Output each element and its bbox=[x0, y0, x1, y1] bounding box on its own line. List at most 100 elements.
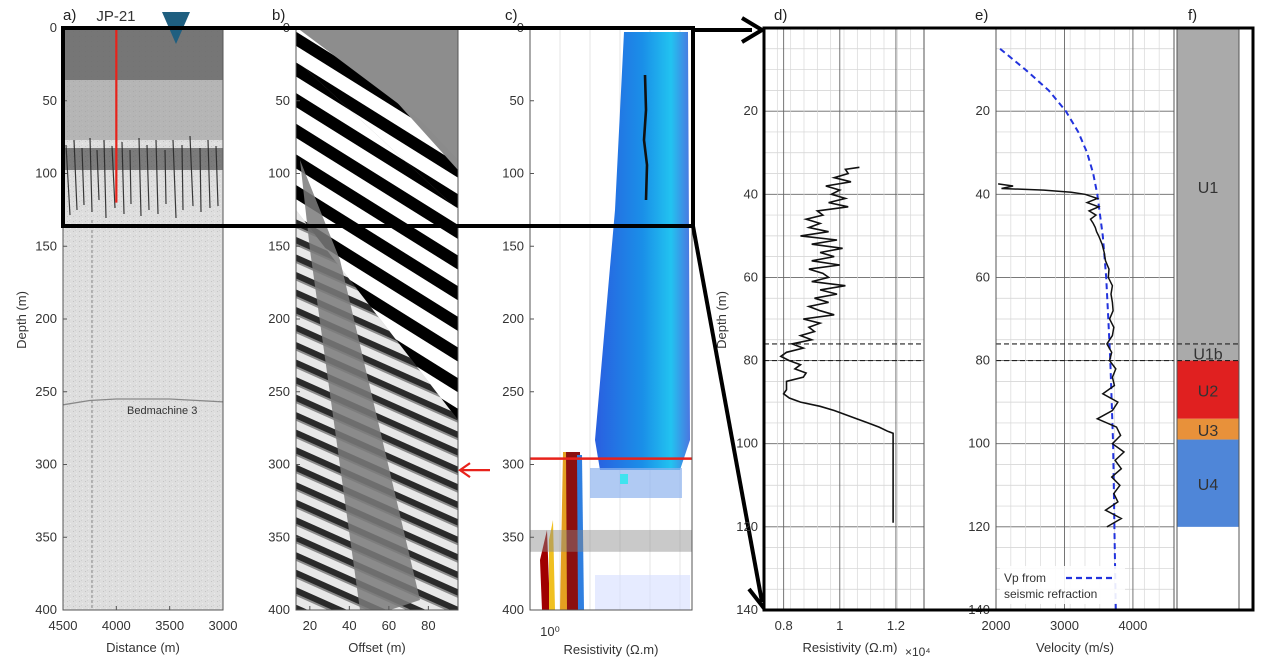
ytick-label: 200 bbox=[502, 311, 524, 326]
ytick-label: 80 bbox=[744, 353, 758, 368]
panel-a-xticks: 4500 4000 3500 3000 bbox=[49, 606, 238, 633]
resistivity-black-trace bbox=[642, 74, 649, 201]
ytick-label: 150 bbox=[502, 238, 524, 253]
ytick-label: 40 bbox=[976, 186, 990, 201]
resistivity-left-spike bbox=[540, 530, 550, 610]
ytick-label: 120 bbox=[736, 519, 758, 534]
panel-e-label: e) bbox=[975, 7, 988, 24]
resistivity-blue-edge bbox=[577, 455, 584, 610]
panel-e-legend: Vp from seismic refraction bbox=[1000, 566, 1125, 604]
ytick-label: 120 bbox=[968, 519, 990, 534]
unit-block bbox=[1177, 418, 1239, 440]
ytick-label: 250 bbox=[268, 384, 290, 399]
arrow-head bbox=[458, 462, 471, 479]
ytick-label: 20 bbox=[976, 103, 990, 118]
xtick-label: 3000 bbox=[1050, 618, 1079, 633]
panel-e-boundary-lines bbox=[996, 343, 1174, 362]
xtick-label: 0.8 bbox=[775, 618, 793, 633]
ytick-label: 0 bbox=[50, 20, 57, 35]
panel-d-xlabel: Resistivity (Ω.m) bbox=[803, 640, 898, 655]
panel-e-xlabel: Velocity (m/s) bbox=[1036, 640, 1114, 655]
panel-d-yticks: 20 40 60 80 100 120 140 bbox=[736, 103, 758, 617]
ytick-label: 50 bbox=[510, 93, 524, 108]
resistivity-faint-bottom bbox=[595, 575, 690, 610]
ytick-label: 100 bbox=[736, 436, 758, 451]
panel-b-direct-waves bbox=[296, 28, 458, 210]
ytick-label: 400 bbox=[35, 602, 57, 617]
panel-e: e) Vp from seismic refraction 20 40 60 80 10… bbox=[968, 7, 1175, 655]
ytick-label: 80 bbox=[976, 353, 990, 368]
ytick-label: 100 bbox=[268, 166, 290, 181]
xtick-label: 20 bbox=[303, 618, 317, 633]
legend-box bbox=[1000, 566, 1125, 604]
unit-label: U3 bbox=[1198, 423, 1219, 440]
ytick-label: 150 bbox=[35, 238, 57, 253]
ytick-label: 350 bbox=[502, 529, 524, 544]
ytick-label: 300 bbox=[268, 457, 290, 472]
panel-b-refracted-waves bbox=[296, 60, 458, 420]
panel-c-xlabel: Resistivity (Ω.m) bbox=[564, 642, 659, 657]
panel-d: d) 20 40 60 80 100 120 140 0.8 1 1.2 Depth (m) R… bbox=[714, 7, 931, 659]
ytick-label: 60 bbox=[744, 269, 758, 284]
panel-a-label: a) bbox=[63, 7, 76, 24]
ytick-label: 150 bbox=[268, 238, 290, 253]
panel-a-dark-layer bbox=[63, 148, 223, 170]
panel-a-surface-band bbox=[63, 28, 223, 80]
unit-label: U1b bbox=[1193, 347, 1222, 364]
resistivity-fringe bbox=[590, 468, 682, 498]
ytick-label: 200 bbox=[268, 311, 290, 326]
xtick-label: 4000 bbox=[1118, 618, 1147, 633]
ytick-label: 200 bbox=[35, 311, 57, 326]
unit-block bbox=[1177, 439, 1239, 527]
zoom-box bbox=[61, 26, 695, 228]
shaded-depth-band bbox=[530, 529, 692, 552]
ytick-label: 250 bbox=[502, 384, 524, 399]
panel-a-yticks: 0 50 100 150 200 250 300 350 400 bbox=[35, 20, 67, 617]
legend-text-line2: seismic refraction bbox=[1004, 587, 1097, 601]
panel-c-label: c) bbox=[505, 7, 518, 24]
resistivity-warm-edge bbox=[560, 452, 567, 610]
panel-b-red-arrow bbox=[458, 462, 490, 479]
ytick-label: 50 bbox=[276, 93, 290, 108]
unit-label: U2 bbox=[1198, 384, 1219, 401]
xtick-label: 1 bbox=[836, 618, 843, 633]
unit-block bbox=[1177, 360, 1239, 419]
zoom-connector-top-arrowhead bbox=[740, 16, 766, 44]
ytick-label: 100 bbox=[35, 166, 57, 181]
unit-block bbox=[1177, 343, 1239, 361]
bedmachine-line bbox=[62, 398, 224, 406]
panel-a-ylabel: Depth (m) bbox=[14, 291, 29, 349]
legend-text-line1: Vp from bbox=[1004, 571, 1046, 585]
xtick-label: 1.2 bbox=[887, 618, 905, 633]
xtick-label: 3000 bbox=[209, 618, 238, 633]
panel-b-xticks: 20 40 60 80 bbox=[303, 606, 436, 633]
detail-frame bbox=[762, 26, 1255, 612]
xtick-label: 3500 bbox=[155, 618, 184, 633]
ytick-label: 20 bbox=[744, 103, 758, 118]
panel-b-xlabel: Offset (m) bbox=[348, 640, 406, 655]
bedmachine-label: Bedmachine 3 bbox=[127, 405, 197, 417]
ytick-label: 100 bbox=[502, 166, 524, 181]
panel-f-units: U1 U1b U2 U3 U4 bbox=[1177, 28, 1239, 527]
xtick-label: 60 bbox=[382, 618, 396, 633]
panel-d-multiplier: ×10⁴ bbox=[905, 645, 931, 659]
resistivity-cyan-highlight bbox=[620, 474, 628, 484]
xtick-label: 4500 bbox=[49, 618, 78, 633]
unit-label: U1 bbox=[1198, 180, 1219, 197]
panel-b-label: b) bbox=[272, 7, 285, 24]
resistivity-log-line bbox=[779, 166, 894, 523]
ytick-label: 400 bbox=[502, 602, 524, 617]
xtick-label: 40 bbox=[342, 618, 356, 633]
ytick-label: 400 bbox=[268, 602, 290, 617]
velocity-log-line bbox=[997, 183, 1126, 528]
ytick-label: 250 bbox=[35, 384, 57, 399]
borehole-label: JP-21 bbox=[96, 8, 135, 25]
ytick-label: 100 bbox=[968, 436, 990, 451]
panel-a-noise-band bbox=[63, 80, 223, 140]
ytick-label: 350 bbox=[35, 529, 57, 544]
